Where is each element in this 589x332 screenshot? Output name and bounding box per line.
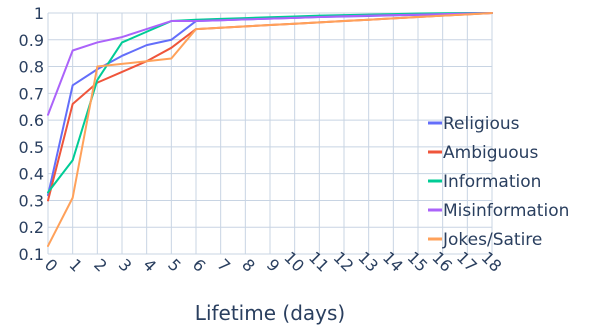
y-axis-ticks: 0.1 0.2 0.3 0.4 0.5 0.6 0.7 0.8 0.9 1 <box>19 4 44 264</box>
x-tick-label: 2 <box>90 255 111 276</box>
legend: Religious Ambiguous Information Misinformat… <box>428 114 569 250</box>
y-tick-label: 0.2 <box>19 218 44 237</box>
legend-item-information: Information <box>443 172 541 192</box>
x-tick-label: 18 <box>478 248 506 276</box>
x-tick-label: 11 <box>305 248 333 276</box>
y-tick-label: 0.1 <box>19 245 44 264</box>
legend-item-ambiguous: Ambiguous <box>443 143 538 163</box>
x-tick-label: 4 <box>139 255 160 276</box>
x-tick-label: 6 <box>189 255 210 276</box>
y-tick-label: 0.9 <box>19 31 44 50</box>
x-tick-label: 12 <box>330 248 358 276</box>
series-lines <box>47 12 493 247</box>
x-tick-label: 16 <box>428 248 456 276</box>
x-tick-label: 10 <box>280 248 308 276</box>
y-tick-label: 1 <box>34 4 44 23</box>
y-tick-label: 0.7 <box>19 84 44 103</box>
y-tick-label: 0.6 <box>19 111 44 130</box>
x-tick-label: 13 <box>354 248 382 276</box>
x-tick-label: 9 <box>263 255 284 276</box>
series-line-information <box>47 12 493 194</box>
legend-item-misinformation: Misinformation <box>443 201 569 221</box>
y-tick-label: 0.5 <box>19 138 44 157</box>
x-tick-label: 8 <box>238 255 259 276</box>
x-tick-label: 15 <box>404 248 432 276</box>
series-line-misinformation <box>47 12 493 116</box>
x-tick-label: 3 <box>115 255 136 276</box>
x-tick-label: 7 <box>213 255 234 276</box>
y-tick-label: 0.8 <box>19 58 44 77</box>
y-tick-label: 0.3 <box>19 191 44 210</box>
y-tick-label: 0.4 <box>19 165 44 184</box>
legend-item-religious: Religious <box>443 114 520 134</box>
grid <box>47 12 493 255</box>
x-tick-label: 1 <box>65 255 86 276</box>
x-tick-label: 5 <box>164 255 185 276</box>
x-tick-label: 14 <box>379 248 407 276</box>
x-tick-label: 17 <box>453 248 481 276</box>
x-axis-title: Lifetime (days) <box>195 301 345 325</box>
legend-item-jokes-satire: Jokes/Satire <box>442 230 542 250</box>
series-line-jokes-satire <box>47 12 493 247</box>
